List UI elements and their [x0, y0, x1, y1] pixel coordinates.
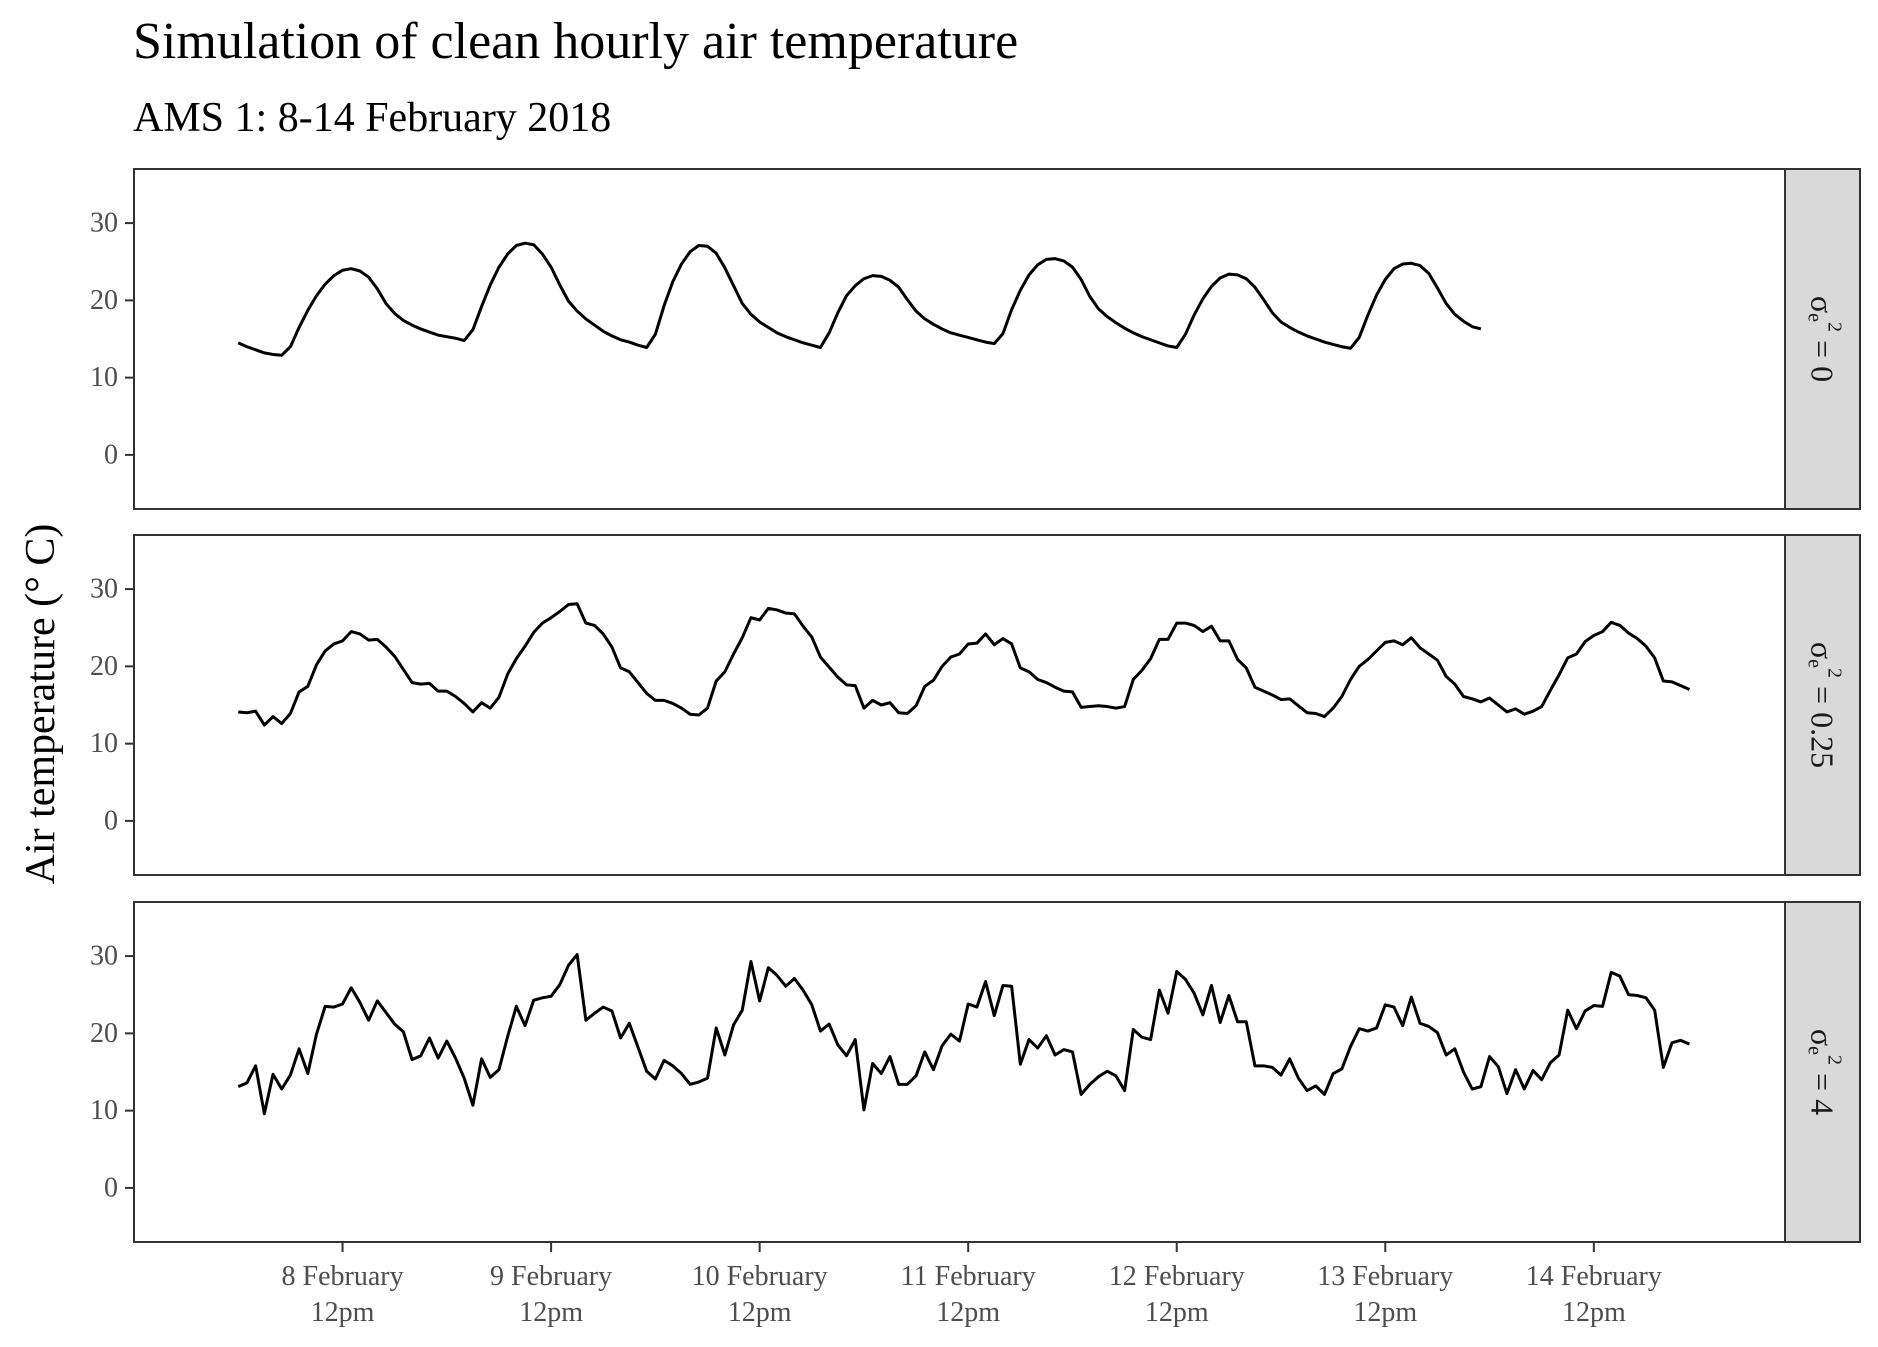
y-tick-label: 0 [104, 1172, 118, 1203]
strip-sigma: σ [1805, 296, 1841, 313]
strip-value: = 0.25 [1805, 678, 1841, 768]
y-tick-label: 10 [90, 362, 118, 393]
temperature-series-line [237, 241, 1482, 357]
facet-strip [1784, 534, 1861, 876]
strip-sigma: σ [1805, 642, 1841, 659]
x-tick-label-time: 12pm [519, 1297, 583, 1328]
panel-frame [133, 534, 1786, 876]
temperature-series-line [238, 602, 1691, 727]
chart-subtitle: AMS 1: 8-14 February 2018 [133, 95, 611, 141]
y-tick-label: 20 [90, 651, 118, 682]
x-tick-label-time: 12pm [311, 1297, 375, 1328]
strip-superscript: 2 [1824, 668, 1846, 678]
strip-value: = 4 [1805, 1065, 1841, 1115]
x-tick-label-time: 12pm [1353, 1297, 1417, 1328]
panel-2: σe2 = 0.25 0 10 20 30 [90, 534, 1861, 876]
y-tick-label: 30 [90, 574, 118, 605]
panel-frame [133, 168, 1786, 510]
strip-subscript: e [1804, 1046, 1826, 1055]
y-tick-label: 0 [104, 805, 118, 836]
chart-title: Simulation of clean hourly air temperatu… [133, 13, 1018, 70]
facet-strip-label: σe2 = 4 [1804, 1029, 1846, 1115]
x-tick-label-date: 13 February [1317, 1261, 1453, 1292]
facet-strip-label: σe2 = 0.25 [1804, 642, 1846, 768]
x-tick-label-date: 14 February [1526, 1261, 1662, 1292]
y-tick-label: 10 [90, 728, 118, 759]
strip-sigma: σ [1805, 1029, 1841, 1046]
strip-superscript: 2 [1824, 1055, 1846, 1065]
x-axis: 8 February 12pm 9 February 12pm 10 February 1… [282, 1242, 1662, 1328]
y-axis-label: Air temperature (° C) [18, 524, 64, 885]
x-tick-label-time: 12pm [936, 1297, 1000, 1328]
strip-value: = 0 [1805, 332, 1841, 382]
x-tick-label-date: 9 February [490, 1261, 612, 1292]
panel-3: σe2 = 4 0 10 20 30 [90, 901, 1861, 1243]
strip-subscript: e [1804, 313, 1826, 322]
facet-strip [1784, 901, 1861, 1243]
strip-superscript: 2 [1824, 322, 1846, 332]
facet-strip-label: σe2 = 0 [1804, 296, 1846, 382]
x-tick-label-date: 10 February [692, 1261, 828, 1292]
x-tick-label-time: 12pm [1562, 1297, 1626, 1328]
x-tick-label-date: 11 February [901, 1261, 1036, 1292]
x-tick-label-date: 8 February [282, 1261, 404, 1292]
y-tick-label: 10 [90, 1095, 118, 1126]
x-tick-label-date: 12 February [1109, 1261, 1245, 1292]
y-tick-label: 0 [104, 439, 118, 470]
y-tick-label: 20 [90, 1018, 118, 1049]
strip-subscript: e [1804, 659, 1826, 668]
x-tick-label-time: 12pm [1145, 1297, 1209, 1328]
panel-1: σe2 = 0 0 10 20 30 [90, 168, 1861, 510]
x-tick-label-time: 12pm [728, 1297, 792, 1328]
facet-strip [1784, 168, 1861, 510]
temperature-series-line [237, 953, 1691, 1116]
y-tick-label: 30 [90, 941, 118, 972]
panel-frame [133, 901, 1786, 1243]
y-tick-label: 20 [90, 285, 118, 316]
y-tick-label: 30 [90, 208, 118, 239]
